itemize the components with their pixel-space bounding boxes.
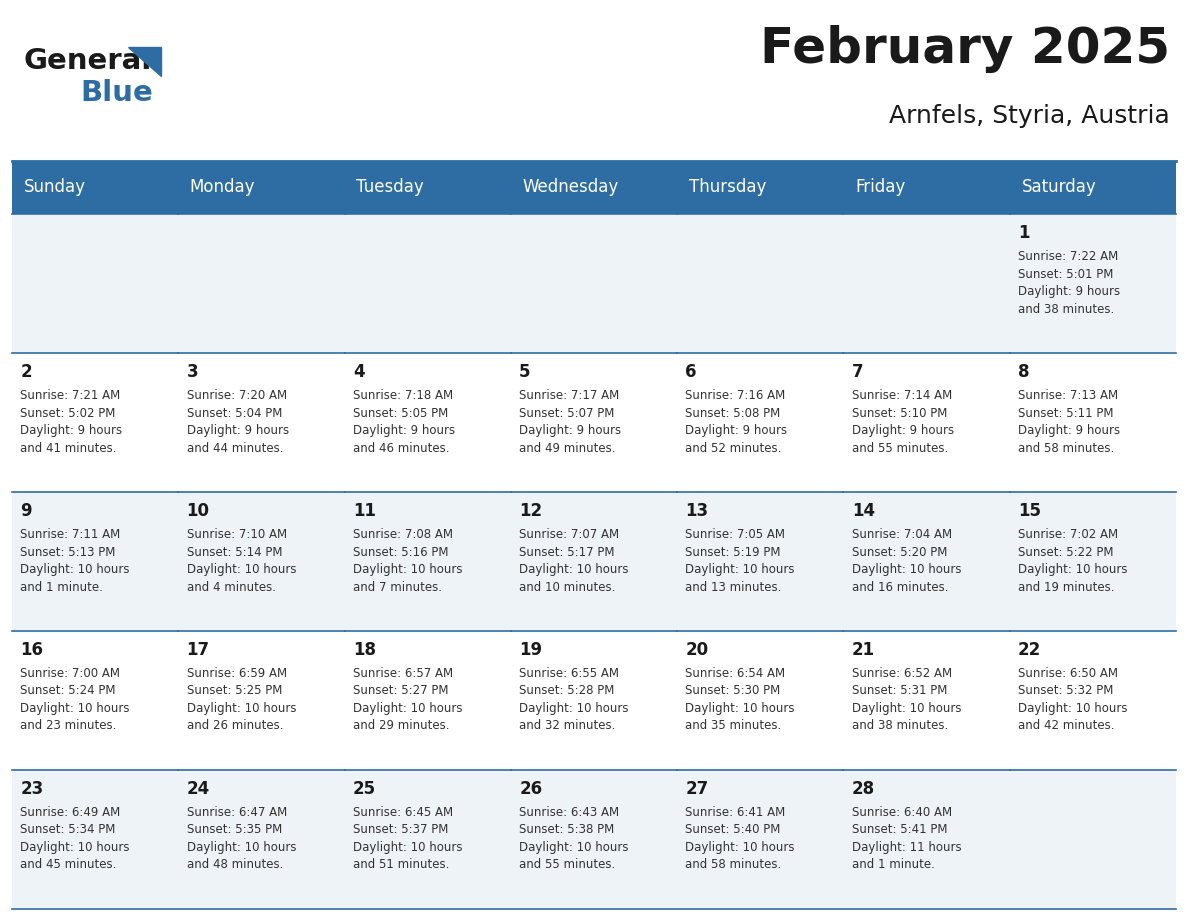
Text: Sunrise: 7:17 AM
Sunset: 5:07 PM
Daylight: 9 hours
and 49 minutes.: Sunrise: 7:17 AM Sunset: 5:07 PM Dayligh…: [519, 389, 621, 454]
Text: Sunrise: 6:40 AM
Sunset: 5:41 PM
Daylight: 11 hours
and 1 minute.: Sunrise: 6:40 AM Sunset: 5:41 PM Dayligh…: [852, 806, 961, 871]
Text: 21: 21: [852, 641, 874, 658]
Text: 16: 16: [20, 641, 43, 658]
Text: Sunrise: 7:21 AM
Sunset: 5:02 PM
Daylight: 9 hours
and 41 minutes.: Sunrise: 7:21 AM Sunset: 5:02 PM Dayligh…: [20, 389, 122, 454]
Text: Blue: Blue: [81, 79, 153, 106]
Text: 8: 8: [1018, 363, 1030, 381]
Text: 22: 22: [1018, 641, 1042, 658]
Text: 18: 18: [353, 641, 375, 658]
Text: Sunrise: 6:43 AM
Sunset: 5:38 PM
Daylight: 10 hours
and 55 minutes.: Sunrise: 6:43 AM Sunset: 5:38 PM Dayligh…: [519, 806, 628, 871]
Text: 28: 28: [852, 779, 874, 798]
Text: Sunrise: 7:08 AM
Sunset: 5:16 PM
Daylight: 10 hours
and 7 minutes.: Sunrise: 7:08 AM Sunset: 5:16 PM Dayligh…: [353, 528, 462, 594]
Text: Monday: Monday: [190, 178, 255, 196]
Text: 12: 12: [519, 501, 542, 520]
Text: Thursday: Thursday: [689, 178, 766, 196]
Text: 27: 27: [685, 779, 709, 798]
Text: Sunrise: 7:05 AM
Sunset: 5:19 PM
Daylight: 10 hours
and 13 minutes.: Sunrise: 7:05 AM Sunset: 5:19 PM Dayligh…: [685, 528, 795, 594]
Text: 11: 11: [353, 501, 375, 520]
Text: 6: 6: [685, 363, 697, 381]
Text: Sunrise: 7:00 AM
Sunset: 5:24 PM
Daylight: 10 hours
and 23 minutes.: Sunrise: 7:00 AM Sunset: 5:24 PM Dayligh…: [20, 667, 129, 733]
Text: Sunrise: 7:13 AM
Sunset: 5:11 PM
Daylight: 9 hours
and 58 minutes.: Sunrise: 7:13 AM Sunset: 5:11 PM Dayligh…: [1018, 389, 1120, 454]
Text: 17: 17: [187, 641, 209, 658]
Text: February 2025: February 2025: [760, 25, 1170, 73]
Text: General: General: [24, 47, 152, 75]
Text: Sunrise: 7:14 AM
Sunset: 5:10 PM
Daylight: 9 hours
and 55 minutes.: Sunrise: 7:14 AM Sunset: 5:10 PM Dayligh…: [852, 389, 954, 454]
Text: Sunrise: 6:54 AM
Sunset: 5:30 PM
Daylight: 10 hours
and 35 minutes.: Sunrise: 6:54 AM Sunset: 5:30 PM Dayligh…: [685, 667, 795, 733]
Text: 10: 10: [187, 501, 209, 520]
Text: Friday: Friday: [855, 178, 905, 196]
Text: Sunrise: 7:07 AM
Sunset: 5:17 PM
Daylight: 10 hours
and 10 minutes.: Sunrise: 7:07 AM Sunset: 5:17 PM Dayligh…: [519, 528, 628, 594]
Text: Sunrise: 7:18 AM
Sunset: 5:05 PM
Daylight: 9 hours
and 46 minutes.: Sunrise: 7:18 AM Sunset: 5:05 PM Dayligh…: [353, 389, 455, 454]
Text: 1: 1: [1018, 224, 1030, 241]
Text: Sunrise: 6:52 AM
Sunset: 5:31 PM
Daylight: 10 hours
and 38 minutes.: Sunrise: 6:52 AM Sunset: 5:31 PM Dayligh…: [852, 667, 961, 733]
Text: Arnfels, Styria, Austria: Arnfels, Styria, Austria: [890, 104, 1170, 128]
Text: 23: 23: [20, 779, 44, 798]
Text: Sunrise: 6:41 AM
Sunset: 5:40 PM
Daylight: 10 hours
and 58 minutes.: Sunrise: 6:41 AM Sunset: 5:40 PM Dayligh…: [685, 806, 795, 871]
Text: 7: 7: [852, 363, 864, 381]
Text: Sunrise: 6:59 AM
Sunset: 5:25 PM
Daylight: 10 hours
and 26 minutes.: Sunrise: 6:59 AM Sunset: 5:25 PM Dayligh…: [187, 667, 296, 733]
Text: 19: 19: [519, 641, 542, 658]
Text: Sunrise: 7:10 AM
Sunset: 5:14 PM
Daylight: 10 hours
and 4 minutes.: Sunrise: 7:10 AM Sunset: 5:14 PM Dayligh…: [187, 528, 296, 594]
Text: Sunrise: 6:49 AM
Sunset: 5:34 PM
Daylight: 10 hours
and 45 minutes.: Sunrise: 6:49 AM Sunset: 5:34 PM Dayligh…: [20, 806, 129, 871]
Text: 25: 25: [353, 779, 375, 798]
Text: Tuesday: Tuesday: [356, 178, 424, 196]
Text: Sunday: Sunday: [24, 178, 86, 196]
Text: Sunrise: 6:57 AM
Sunset: 5:27 PM
Daylight: 10 hours
and 29 minutes.: Sunrise: 6:57 AM Sunset: 5:27 PM Dayligh…: [353, 667, 462, 733]
Text: 3: 3: [187, 363, 198, 381]
Text: Sunrise: 7:16 AM
Sunset: 5:08 PM
Daylight: 9 hours
and 52 minutes.: Sunrise: 7:16 AM Sunset: 5:08 PM Dayligh…: [685, 389, 788, 454]
Text: Wednesday: Wednesday: [523, 178, 619, 196]
Text: Sunrise: 6:50 AM
Sunset: 5:32 PM
Daylight: 10 hours
and 42 minutes.: Sunrise: 6:50 AM Sunset: 5:32 PM Dayligh…: [1018, 667, 1127, 733]
Text: Sunrise: 6:47 AM
Sunset: 5:35 PM
Daylight: 10 hours
and 48 minutes.: Sunrise: 6:47 AM Sunset: 5:35 PM Dayligh…: [187, 806, 296, 871]
Text: Sunrise: 7:22 AM
Sunset: 5:01 PM
Daylight: 9 hours
and 38 minutes.: Sunrise: 7:22 AM Sunset: 5:01 PM Dayligh…: [1018, 250, 1120, 316]
Text: 20: 20: [685, 641, 708, 658]
Text: 24: 24: [187, 779, 210, 798]
Text: 2: 2: [20, 363, 32, 381]
Text: 26: 26: [519, 779, 542, 798]
Text: Sunrise: 7:20 AM
Sunset: 5:04 PM
Daylight: 9 hours
and 44 minutes.: Sunrise: 7:20 AM Sunset: 5:04 PM Dayligh…: [187, 389, 289, 454]
Text: 5: 5: [519, 363, 531, 381]
Text: 14: 14: [852, 501, 874, 520]
Text: 9: 9: [20, 501, 32, 520]
Text: Sunrise: 6:45 AM
Sunset: 5:37 PM
Daylight: 10 hours
and 51 minutes.: Sunrise: 6:45 AM Sunset: 5:37 PM Dayligh…: [353, 806, 462, 871]
Text: Sunrise: 7:02 AM
Sunset: 5:22 PM
Daylight: 10 hours
and 19 minutes.: Sunrise: 7:02 AM Sunset: 5:22 PM Dayligh…: [1018, 528, 1127, 594]
Text: Sunrise: 7:11 AM
Sunset: 5:13 PM
Daylight: 10 hours
and 1 minute.: Sunrise: 7:11 AM Sunset: 5:13 PM Dayligh…: [20, 528, 129, 594]
Text: 4: 4: [353, 363, 365, 381]
Text: 13: 13: [685, 501, 708, 520]
Text: Saturday: Saturday: [1022, 178, 1097, 196]
Text: Sunrise: 6:55 AM
Sunset: 5:28 PM
Daylight: 10 hours
and 32 minutes.: Sunrise: 6:55 AM Sunset: 5:28 PM Dayligh…: [519, 667, 628, 733]
Text: 15: 15: [1018, 501, 1041, 520]
Polygon shape: [128, 47, 160, 76]
Text: Sunrise: 7:04 AM
Sunset: 5:20 PM
Daylight: 10 hours
and 16 minutes.: Sunrise: 7:04 AM Sunset: 5:20 PM Dayligh…: [852, 528, 961, 594]
